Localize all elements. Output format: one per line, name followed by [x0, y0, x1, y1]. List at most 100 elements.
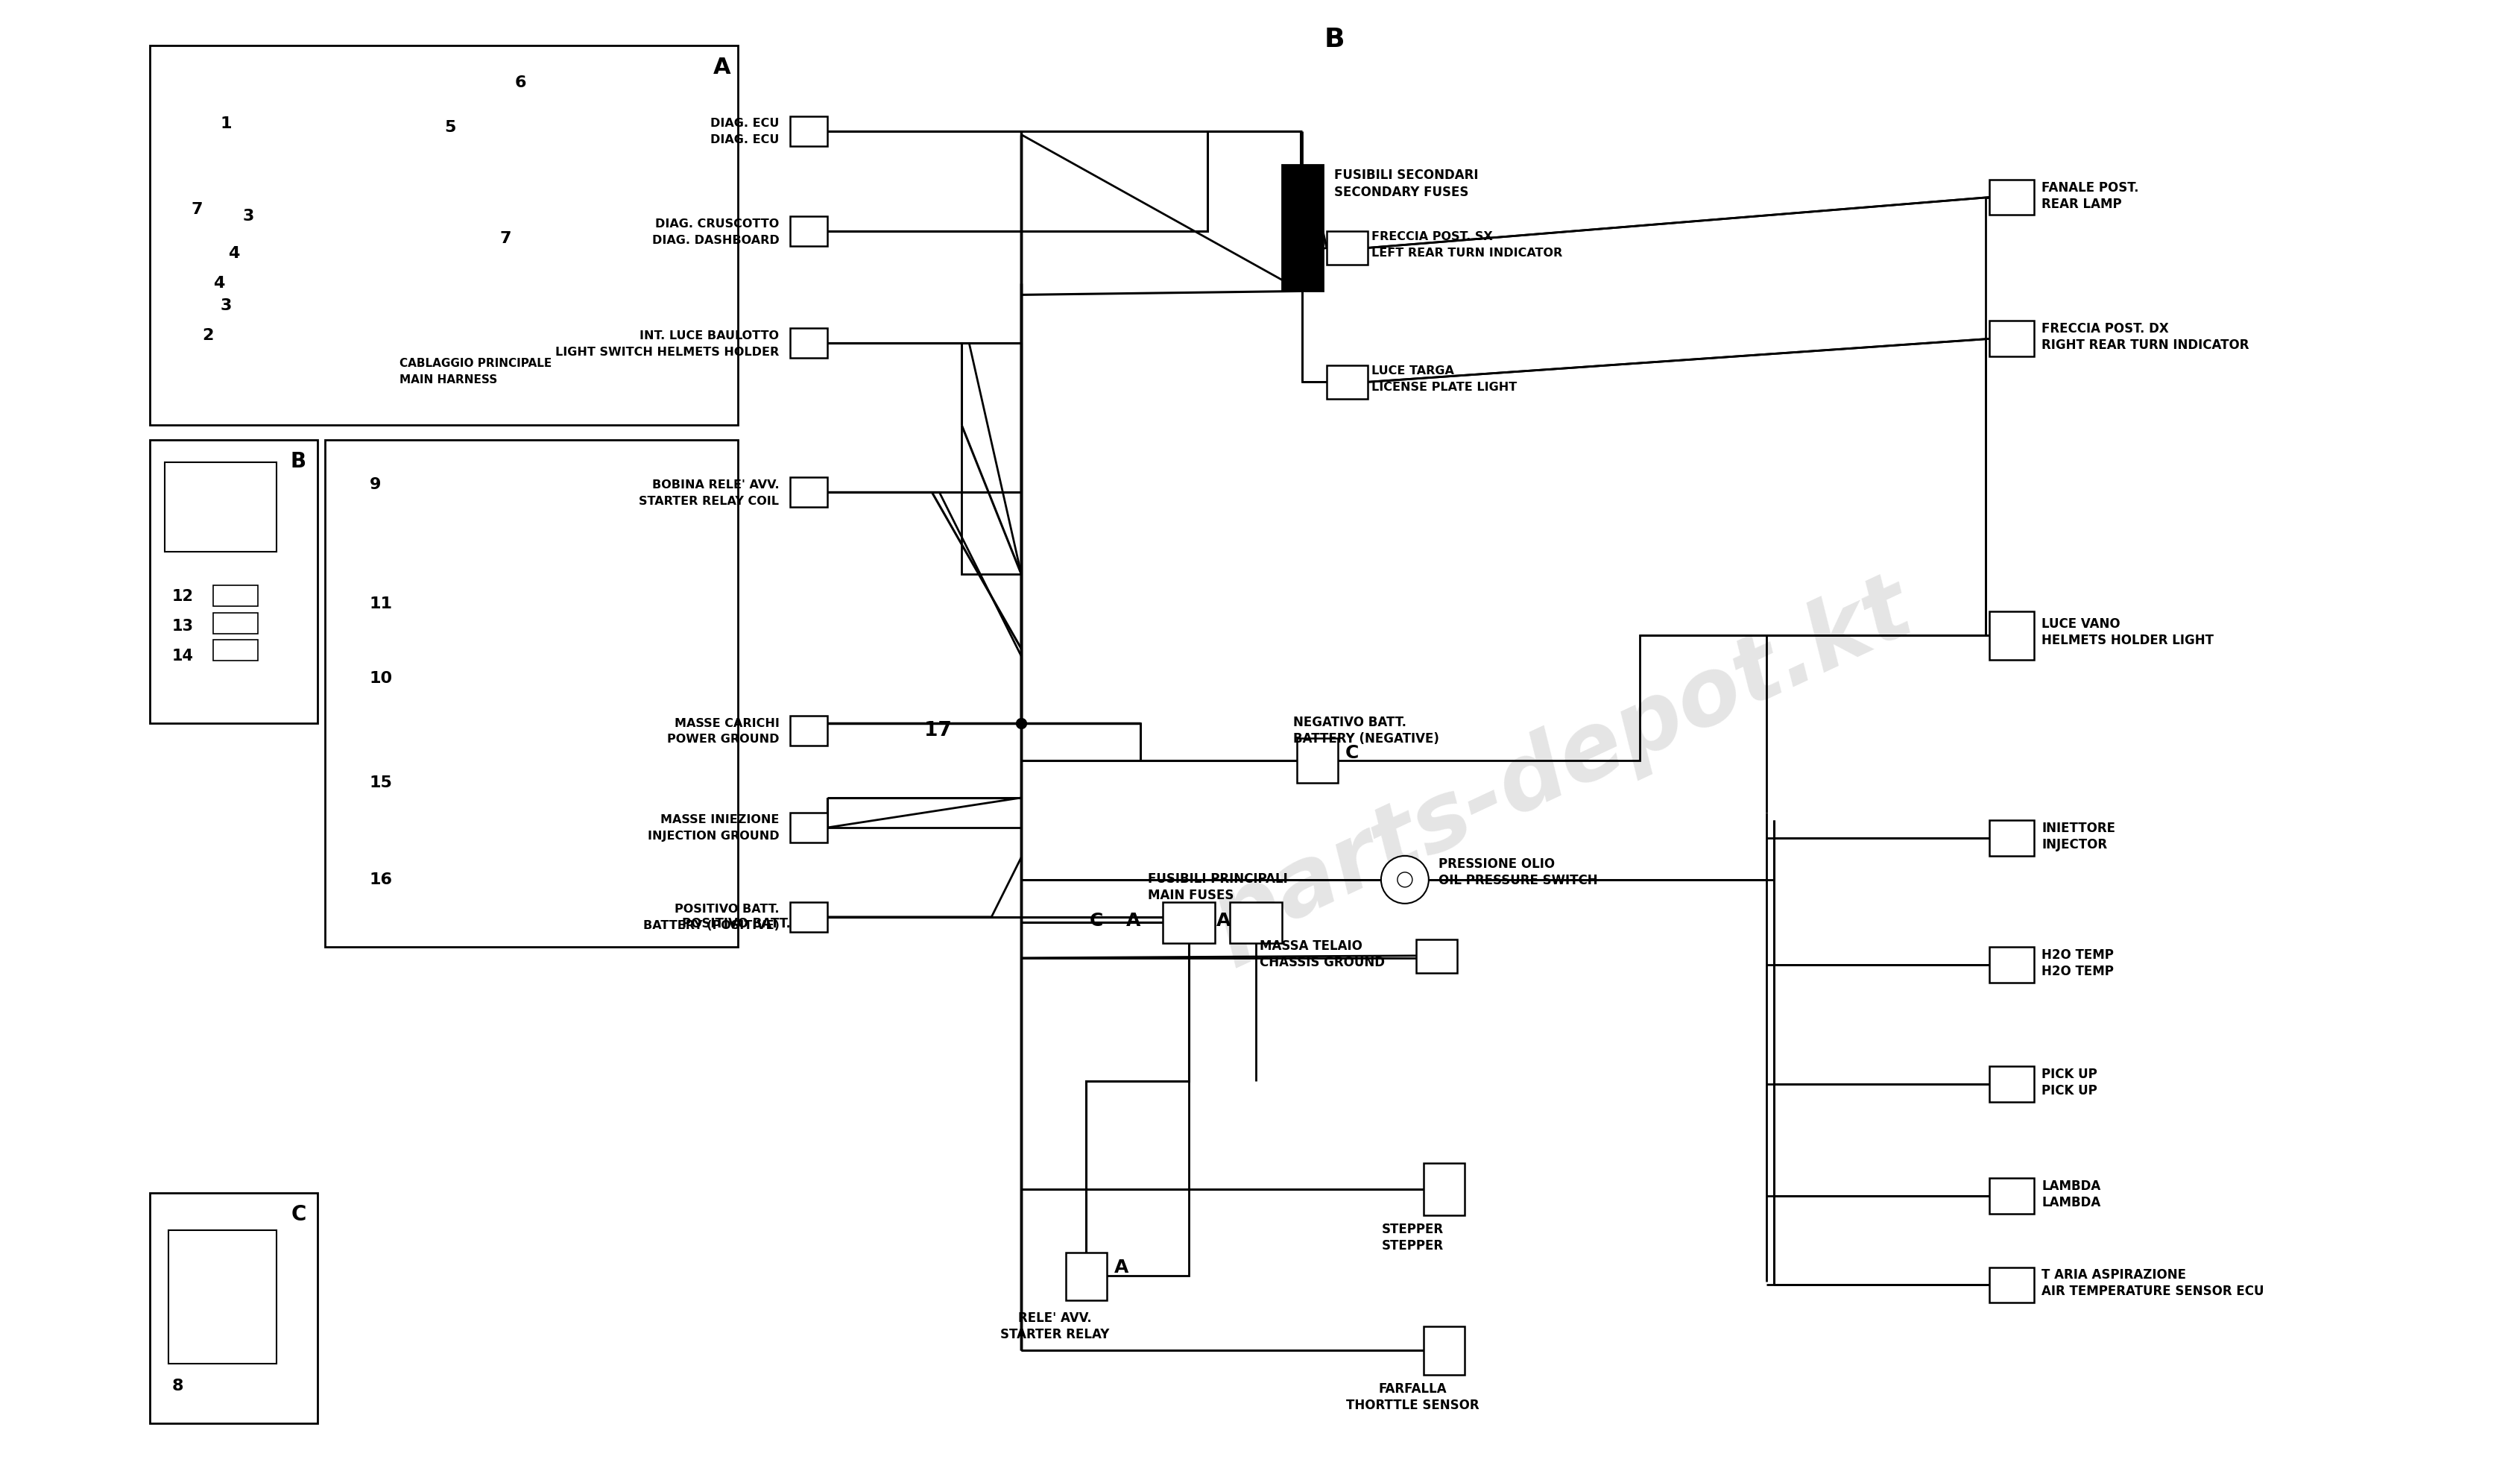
Bar	[1416, 939, 1457, 973]
Bar	[214, 640, 257, 660]
Text: DIAG. CRUSCOTTO: DIAG. CRUSCOTTO	[655, 218, 779, 230]
Text: DIAG. DASHBOARD: DIAG. DASHBOARD	[653, 234, 779, 246]
Text: POWER GROUND: POWER GROUND	[668, 734, 779, 746]
Bar	[1326, 366, 1368, 399]
Text: LEFT REAR TURN INDICATOR: LEFT REAR TURN INDICATOR	[1371, 248, 1562, 259]
Text: 6: 6	[514, 75, 527, 90]
Text: BOBINA RELE' AVV.: BOBINA RELE' AVV.	[653, 479, 779, 491]
Text: BATTERY (POSITIVE): BATTERY (POSITIVE)	[643, 920, 779, 932]
Bar	[1162, 902, 1215, 943]
Text: REAR LAMP: REAR LAMP	[2041, 198, 2122, 211]
Bar	[791, 812, 827, 843]
Text: INJECTOR: INJECTOR	[2041, 837, 2107, 852]
Bar	[1298, 738, 1338, 783]
Text: FRECCIA POST. SX: FRECCIA POST. SX	[1371, 231, 1492, 243]
Text: LUCE TARGA: LUCE TARGA	[1371, 366, 1454, 377]
Text: LAMBDA: LAMBDA	[2041, 1179, 2102, 1192]
Text: LUCE VANO: LUCE VANO	[2041, 618, 2119, 631]
Text: 7: 7	[192, 202, 202, 217]
Text: OIL PRESSURE SWITCH: OIL PRESSURE SWITCH	[1439, 874, 1598, 887]
Text: FUSIBILI PRINCIPALI: FUSIBILI PRINCIPALI	[1149, 873, 1288, 886]
Text: PRESSIONE OLIO: PRESSIONE OLIO	[1439, 858, 1555, 871]
Text: RIGHT REAR TURN INDICATOR: RIGHT REAR TURN INDICATOR	[2041, 339, 2250, 352]
Text: PICK UP: PICK UP	[2041, 1067, 2097, 1080]
Bar	[1066, 1253, 1106, 1300]
Text: A: A	[1217, 912, 1230, 930]
Text: STEPPER: STEPPER	[1381, 1222, 1444, 1235]
Text: H2O TEMP: H2O TEMP	[2041, 964, 2114, 979]
Bar	[214, 613, 257, 634]
Bar	[1991, 946, 2034, 983]
Bar	[1424, 1327, 1464, 1375]
Text: LIGHT SWITCH HELMETS HOLDER: LIGHT SWITCH HELMETS HOLDER	[554, 346, 779, 358]
Bar	[1991, 1178, 2034, 1213]
Bar	[1230, 902, 1283, 943]
Bar	[791, 902, 827, 932]
Text: LICENSE PLATE LIGHT: LICENSE PLATE LIGHT	[1371, 382, 1517, 394]
Text: STARTER RELAY: STARTER RELAY	[1000, 1328, 1109, 1341]
Text: POSITIVO BATT.: POSITIVO BATT.	[683, 917, 791, 930]
Text: STARTER RELAY COIL: STARTER RELAY COIL	[640, 495, 779, 507]
Bar	[1283, 165, 1323, 290]
Text: MAIN HARNESS: MAIN HARNESS	[398, 374, 496, 386]
Text: 17: 17	[925, 721, 953, 740]
Text: AIR TEMPERATURE SENSOR ECU: AIR TEMPERATURE SENSOR ECU	[2041, 1285, 2263, 1299]
Text: 4: 4	[214, 276, 224, 290]
Text: B: B	[290, 451, 307, 472]
Circle shape	[1399, 873, 1411, 887]
Text: CHASSIS GROUND: CHASSIS GROUND	[1260, 955, 1386, 968]
Text: 1: 1	[222, 116, 232, 131]
Text: THORTTLE SENSOR: THORTTLE SENSOR	[1346, 1399, 1479, 1412]
Text: A: A	[713, 56, 731, 78]
Text: LAMBDA: LAMBDA	[2041, 1195, 2102, 1209]
Bar	[1991, 1066, 2034, 1101]
Text: 11: 11	[370, 597, 393, 612]
Bar	[1326, 231, 1368, 265]
Text: DIAG. ECU: DIAG. ECU	[711, 118, 779, 130]
Text: PICK UP: PICK UP	[2041, 1083, 2097, 1097]
Text: MAIN FUSES: MAIN FUSES	[1149, 889, 1235, 902]
Text: MASSE CARICHI: MASSE CARICHI	[675, 718, 779, 728]
Text: 3: 3	[242, 209, 255, 224]
Bar	[1991, 820, 2034, 856]
Text: parts-depot.kt: parts-depot.kt	[1197, 565, 1925, 968]
Text: FARFALLA: FARFALLA	[1378, 1383, 1446, 1396]
Text: BATTERY (NEGATIVE): BATTERY (NEGATIVE)	[1293, 733, 1439, 746]
Text: 14: 14	[171, 649, 194, 663]
Bar	[791, 217, 827, 246]
Text: RELE' AVV.: RELE' AVV.	[1018, 1312, 1091, 1325]
Text: 7: 7	[499, 231, 512, 246]
Text: 13: 13	[171, 619, 194, 634]
Text: 15: 15	[370, 775, 393, 790]
Text: 5: 5	[444, 119, 456, 134]
Text: T ARIA ASPIRAZIONE: T ARIA ASPIRAZIONE	[2041, 1269, 2187, 1282]
Text: H2O TEMP: H2O TEMP	[2041, 948, 2114, 961]
Bar	[1424, 1163, 1464, 1215]
Text: HELMETS HOLDER LIGHT: HELMETS HOLDER LIGHT	[2041, 634, 2215, 647]
Text: 3: 3	[222, 299, 232, 314]
Bar	[149, 46, 738, 425]
Text: INT. LUCE BAULOTTO: INT. LUCE BAULOTTO	[640, 330, 779, 342]
Text: NEGATIVO BATT.: NEGATIVO BATT.	[1293, 716, 1406, 730]
Text: C: C	[1346, 744, 1358, 762]
Bar	[164, 463, 277, 551]
Bar	[169, 1229, 277, 1363]
Bar	[1991, 1268, 2034, 1303]
Text: DIAG. ECU: DIAG. ECU	[711, 134, 779, 146]
Bar	[791, 329, 827, 358]
Text: INJECTION GROUND: INJECTION GROUND	[648, 831, 779, 842]
Text: INIETTORE: INIETTORE	[2041, 821, 2114, 834]
Bar	[1991, 612, 2034, 660]
Text: MASSA TELAIO: MASSA TELAIO	[1260, 939, 1363, 952]
Text: FRECCIA POST. DX: FRECCIA POST. DX	[2041, 323, 2170, 336]
Text: 12: 12	[171, 590, 194, 604]
Text: 8: 8	[171, 1378, 184, 1394]
Text: CABLAGGIO PRINCIPALE: CABLAGGIO PRINCIPALE	[398, 358, 552, 370]
Bar	[1991, 180, 2034, 215]
Text: FUSIBILI SECONDARI: FUSIBILI SECONDARI	[1333, 168, 1479, 181]
Text: 16: 16	[370, 873, 393, 887]
Text: SECONDARY FUSES: SECONDARY FUSES	[1333, 186, 1469, 199]
Text: A: A	[1126, 912, 1142, 930]
Text: STEPPER: STEPPER	[1381, 1238, 1444, 1253]
Bar	[325, 441, 738, 946]
